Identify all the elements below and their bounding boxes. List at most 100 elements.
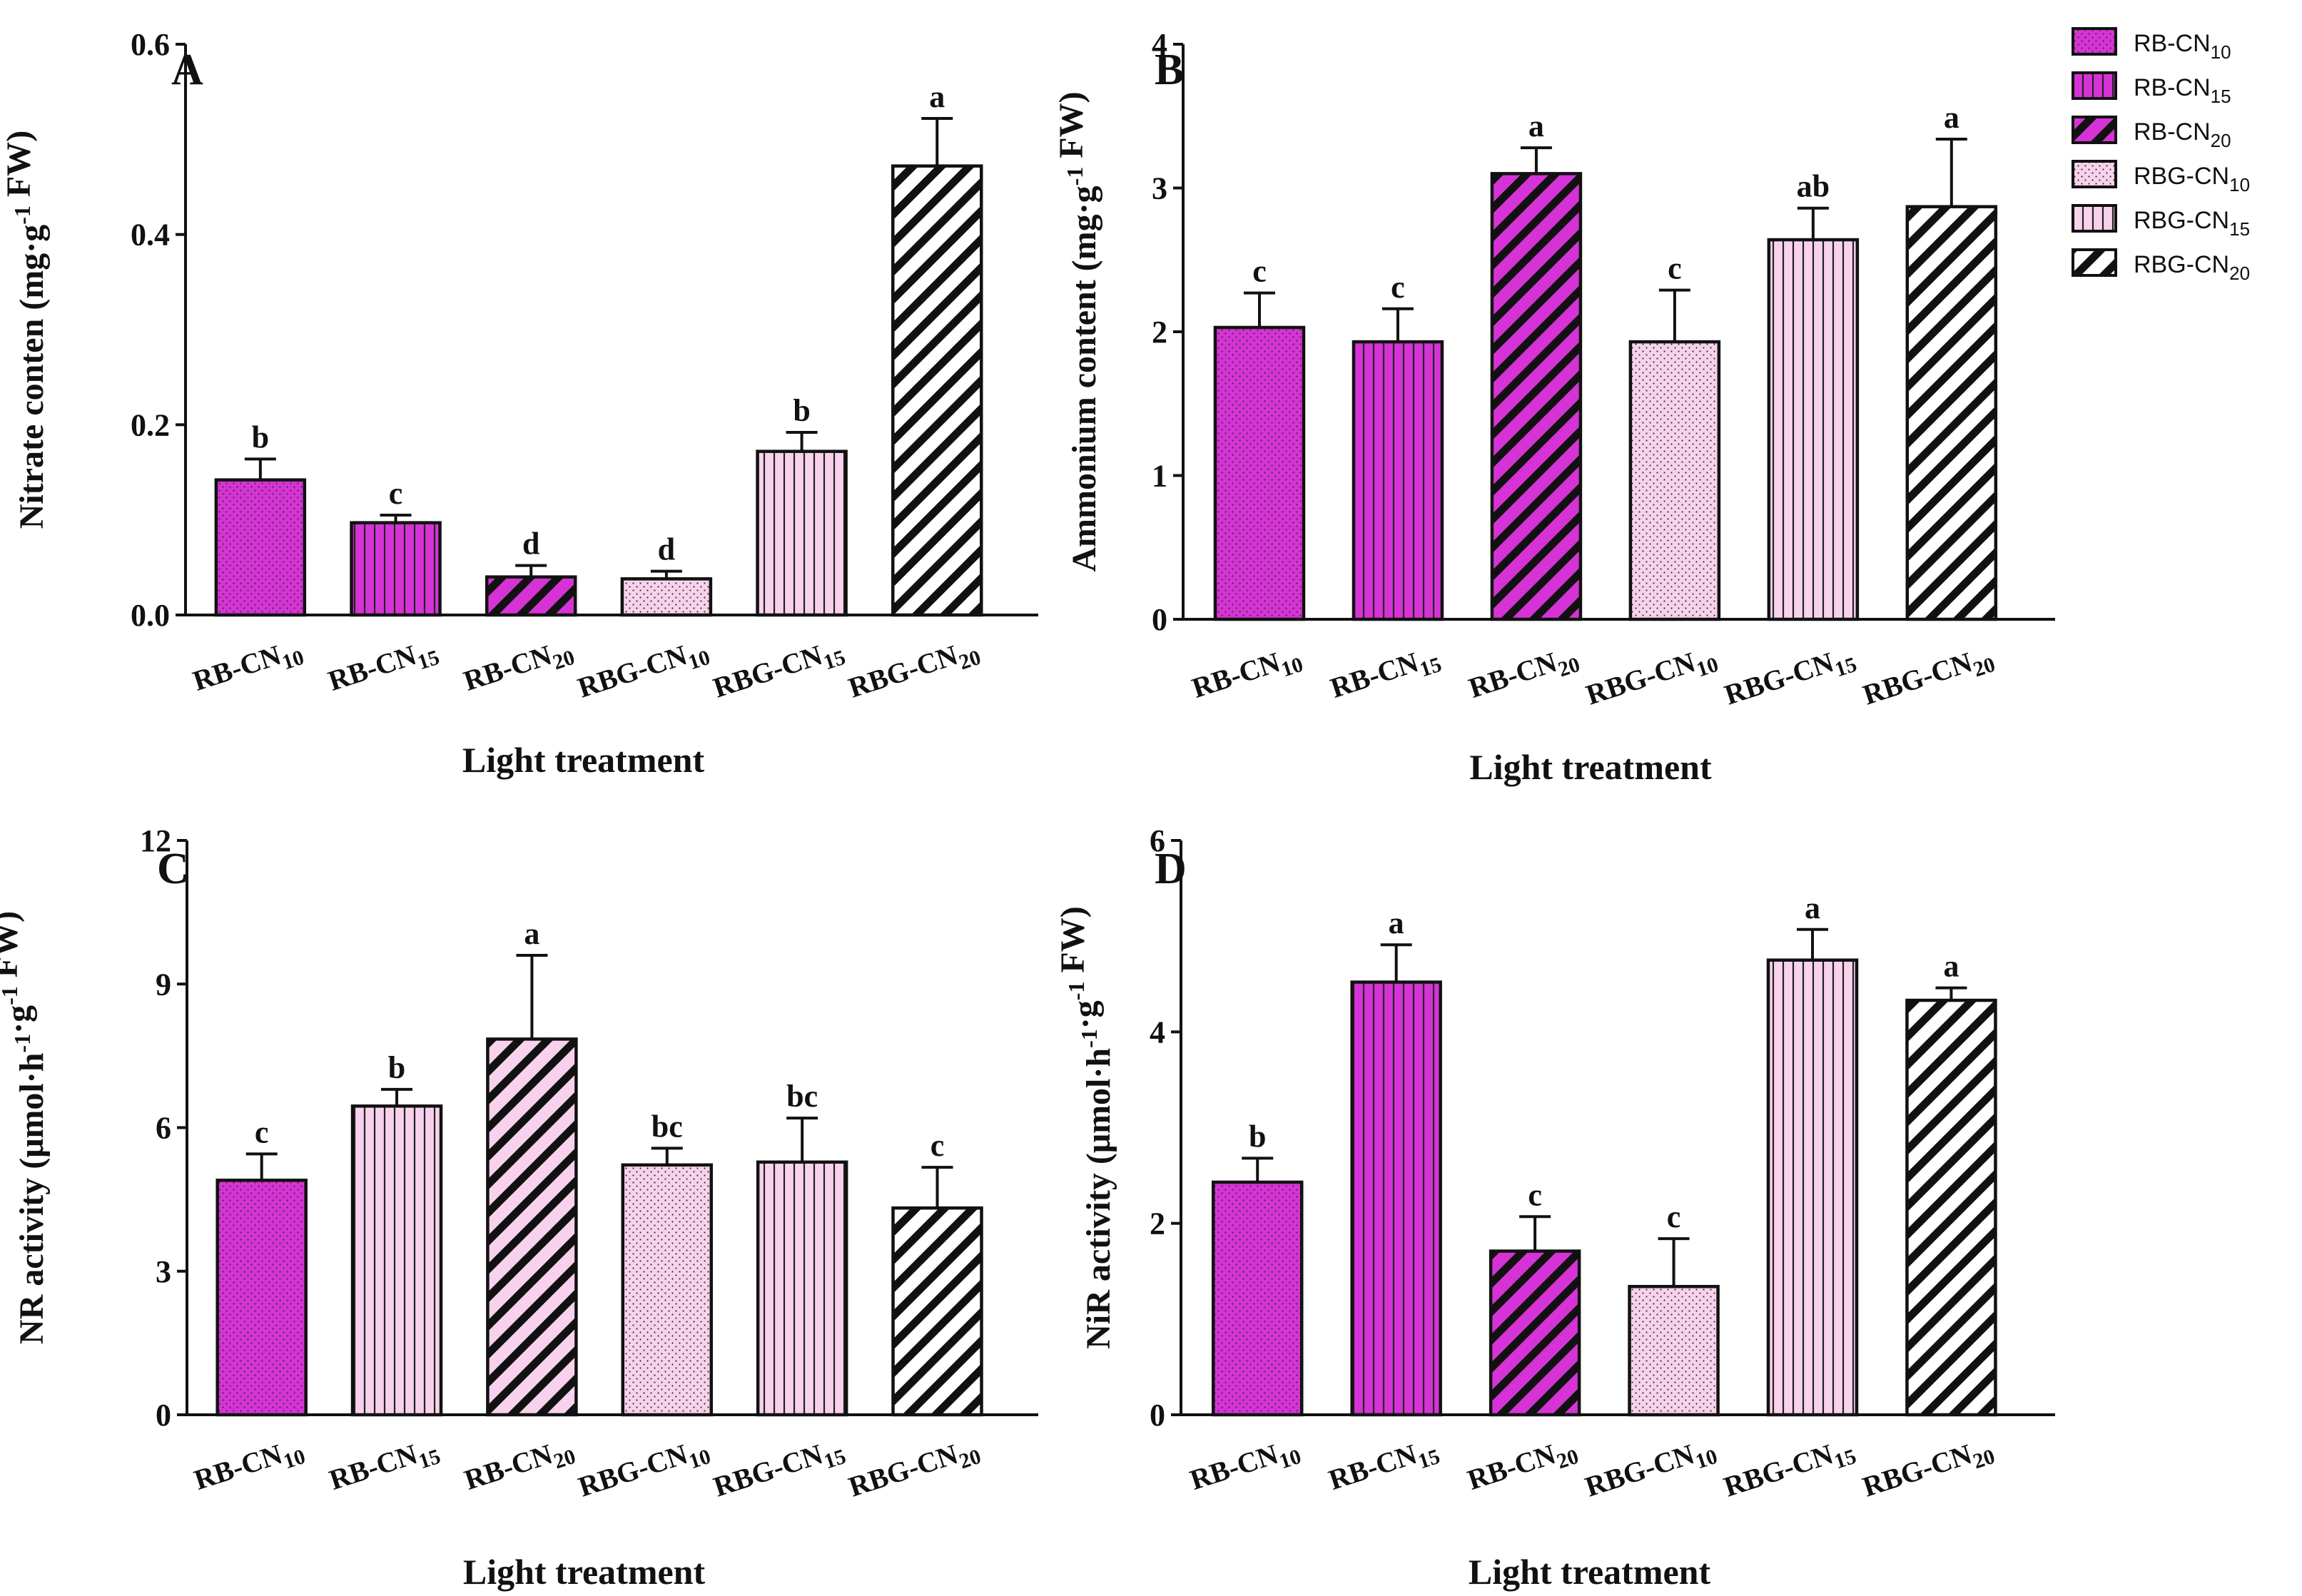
significance-letter: a	[1528, 108, 1544, 143]
significance-letter: b	[793, 393, 810, 428]
x-tick-label: RB-CN20	[460, 632, 577, 703]
significance-letter: ab	[1797, 169, 1830, 204]
x-tick-label: RBG-CN15	[1720, 1431, 1859, 1508]
bar-rb-cn10	[216, 1179, 308, 1417]
bar-rbg-cn10	[621, 1163, 714, 1417]
panel-c: 0 3 6 9 12 NR activity (μmol·h-1·g-1 FW) Light…	[0, 823, 1038, 1592]
legend-swatch	[2072, 27, 2117, 56]
significance-letter: c	[931, 1128, 945, 1163]
y-tick-label: 0.6	[131, 27, 170, 62]
panel-letter: C	[157, 845, 189, 893]
y-tick-label: 12	[140, 823, 171, 858]
x-tick-label: RBG-CN15	[1720, 639, 1860, 716]
x-tick-label: RBG-CN10	[1582, 639, 1721, 716]
bar-rb-cn10	[214, 478, 307, 617]
x-tick-label: RB-CN20	[1464, 1431, 1581, 1502]
y-tick-label: 6	[156, 1111, 171, 1146]
x-tick-label: RBG-CN10	[574, 1431, 714, 1508]
x-tick-label: RB-CN15	[1325, 1431, 1443, 1502]
bar-rbg-cn15	[1767, 238, 1860, 621]
y-tick-label: 1	[1152, 459, 1167, 494]
significance-letter: c	[1667, 1199, 1681, 1234]
panel-b: 0 1 2 3 4 Ammonium content (mg·g-1 FW) Light t…	[1053, 27, 2055, 787]
x-axis-label: Light treatment	[1469, 1552, 1711, 1592]
bar-rb-cn15	[350, 521, 442, 617]
panel-letter: B	[1155, 46, 1184, 94]
significance-letter: b	[252, 420, 269, 454]
y-tick-label: 0	[1150, 1398, 1165, 1433]
x-tick-label: RB-CN10	[1186, 1431, 1304, 1502]
legend-label: RBG-CN10	[2134, 163, 2250, 195]
significance-letter: a	[1389, 905, 1404, 940]
x-tick-label: RB-CN15	[1327, 639, 1444, 710]
bar-rb-cn10	[1213, 325, 1306, 621]
x-tick-label: RB-CN10	[191, 1431, 308, 1502]
panel-d: 0 2 4 6 NiR activity (μmol·h-1·g-1 FW) Light …	[1054, 823, 2055, 1592]
bar-rb-cn20	[486, 1037, 578, 1417]
x-tick-label: RBG-CN20	[845, 1431, 984, 1508]
significance-letter: c	[255, 1114, 269, 1149]
significance-letter: b	[388, 1050, 405, 1085]
legend-label: RBG-CN20	[2134, 251, 2250, 284]
significance-letter: c	[1668, 251, 1682, 286]
bar-rb-cn15	[350, 1104, 443, 1417]
x-tick-label: RBG-CN15	[709, 1431, 848, 1508]
legend-swatch	[2072, 116, 2117, 144]
significance-letter: a	[1805, 890, 1820, 925]
significance-letter: c	[1391, 270, 1405, 305]
bar-rbg-cn15	[756, 1160, 848, 1417]
significance-letter: bc	[651, 1109, 683, 1144]
bar-rbg-cn20	[1905, 998, 1997, 1417]
legend-swatch	[2072, 204, 2117, 233]
legend-label: RB-CN20	[2134, 118, 2231, 151]
y-tick-label: 2	[1150, 1206, 1165, 1241]
bar-rbg-cn10	[620, 577, 713, 617]
bar-rbg-cn20	[1905, 205, 1998, 621]
x-tick-label: RBG-CN15	[709, 632, 848, 709]
bar-rbg-cn15	[1766, 958, 1859, 1417]
significance-letter: a	[929, 79, 945, 114]
significance-letter: bc	[786, 1079, 818, 1114]
legend-swatch	[2072, 248, 2117, 277]
x-axis-label: Light treatment	[462, 740, 705, 780]
x-tick-label: RB-CN15	[325, 1431, 443, 1502]
significance-letter: c	[1252, 254, 1267, 289]
significance-letter: a	[1943, 949, 1959, 984]
x-tick-label: RBG-CN20	[1859, 1431, 1998, 1508]
y-tick-label: 4	[1152, 27, 1167, 62]
y-tick-label: 2	[1152, 315, 1167, 350]
legend-label: RBG-CN15	[2134, 207, 2250, 240]
x-tick-label: RB-CN20	[1465, 639, 1583, 710]
x-tick-label: RB-CN20	[460, 1431, 578, 1502]
bar-rbg-cn20	[891, 1206, 983, 1417]
x-axis-label: Light treatment	[1469, 747, 1712, 787]
y-tick-label: 0.2	[131, 407, 170, 442]
y-axis-label: Ammonium content (mg·g-1 FW)	[1053, 91, 1103, 571]
legend-swatch	[2072, 160, 2117, 188]
significance-letter: c	[389, 476, 403, 511]
bar-rb-cn20	[1489, 1249, 1581, 1417]
legend-swatch	[2072, 71, 2117, 100]
significance-letter: b	[1249, 1119, 1266, 1154]
y-axis-label: Nitrate conten (mg·g-1 FW)	[0, 131, 51, 529]
y-axis-label: NiR activity (μmol·h-1·g-1 FW)	[1054, 906, 1117, 1348]
x-tick-label: RBG-CN20	[845, 632, 984, 709]
x-tick-label: RBG-CN10	[1581, 1431, 1720, 1508]
x-tick-label: RB-CN15	[324, 632, 442, 703]
y-tick-label: 9	[156, 967, 171, 1002]
bar-rb-cn15	[1350, 980, 1442, 1417]
significance-letter: c	[1528, 1177, 1542, 1212]
x-axis-label: Light treatment	[463, 1552, 706, 1592]
x-tick-label: RB-CN10	[1188, 639, 1306, 710]
significance-letter: d	[658, 532, 675, 567]
bar-rbg-cn15	[756, 449, 848, 617]
y-tick-label: 3	[156, 1254, 171, 1289]
significance-letter: a	[524, 916, 539, 951]
x-tick-label: RBG-CN10	[574, 632, 713, 709]
bar-rbg-cn10	[1628, 1284, 1720, 1417]
y-tick-label: 6	[1150, 823, 1165, 858]
significance-letter: a	[1944, 100, 1959, 135]
y-tick-label: 4	[1150, 1015, 1165, 1049]
y-tick-label: 0.4	[131, 218, 170, 253]
